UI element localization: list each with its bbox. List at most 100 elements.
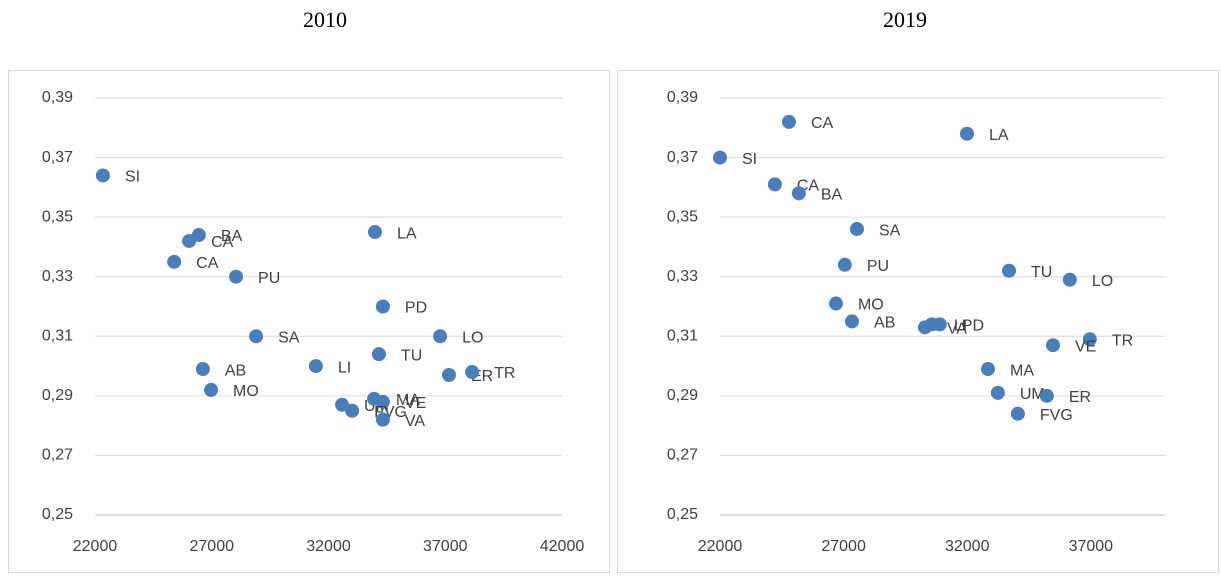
y-tick-label: 0,27 (667, 447, 698, 464)
y-tick-label: 0,39 (667, 89, 698, 106)
point-label: BA (821, 187, 843, 204)
y-tick-label: 0,29 (667, 387, 698, 404)
point (990, 385, 1005, 400)
point (713, 150, 727, 165)
point (308, 359, 323, 374)
point (1039, 388, 1054, 403)
point (1046, 338, 1061, 353)
point-label: VE (405, 395, 426, 412)
point-label: FVG (1040, 407, 1073, 424)
point (1002, 263, 1017, 278)
y-tick-label: 0,35 (42, 208, 73, 225)
y-tick-label: 0,35 (667, 208, 698, 225)
point-label: TU (1031, 264, 1052, 281)
point-label: VA (405, 413, 425, 430)
point (371, 347, 386, 362)
point (182, 233, 197, 248)
y-tick-label: 0,37 (42, 149, 73, 166)
chart-frame (617, 70, 1219, 573)
y-tick-label: 0,27 (42, 447, 73, 464)
x-tick-label: 37000 (423, 538, 468, 555)
point (95, 168, 110, 183)
point-label: CA (211, 234, 234, 251)
point-label: MO (858, 297, 884, 314)
chart-title: 2010 (303, 7, 347, 32)
point-label: VA (947, 321, 967, 338)
point (375, 412, 390, 427)
x-tick-label: 27000 (190, 538, 235, 555)
point (791, 186, 806, 201)
point (465, 365, 480, 380)
point-label: LI (338, 359, 351, 376)
point (1010, 406, 1025, 421)
point-label: ER (1069, 389, 1091, 406)
y-tick-label: 0,33 (667, 268, 698, 285)
x-tick-label: 22000 (73, 538, 118, 555)
point-label: MA (1010, 362, 1034, 379)
y-tick-label: 0,25 (42, 506, 73, 523)
x-tick-label: 22000 (698, 538, 743, 555)
point-label: MA (396, 392, 420, 409)
point-label: TU (401, 347, 422, 364)
chart-frame (8, 70, 610, 573)
y-tick-label: 0,31 (42, 328, 73, 345)
point-label: TR (494, 365, 515, 382)
point-label: SA (278, 330, 300, 347)
point (1082, 332, 1097, 347)
point-label: BA (221, 228, 243, 245)
point (367, 225, 382, 240)
point (1062, 272, 1077, 287)
point (845, 314, 860, 329)
point (932, 317, 947, 332)
y-tick-label: 0,39 (42, 89, 73, 106)
point-label: CA (196, 255, 219, 272)
point-label: VE (1075, 338, 1096, 355)
point-label: UM (1020, 386, 1045, 403)
y-tick-label: 0,33 (42, 268, 73, 285)
point (195, 362, 210, 377)
point (204, 382, 219, 397)
point-label: PD (405, 300, 427, 317)
point-label: LO (1092, 273, 1113, 290)
point-label: AB (225, 362, 246, 379)
point (837, 257, 852, 272)
x-tick-label: 37000 (1069, 538, 1114, 555)
point (828, 296, 843, 311)
point (375, 394, 390, 409)
y-tick-label: 0,25 (667, 506, 698, 523)
point-label: PU (258, 270, 280, 287)
point-label: LA (397, 225, 417, 242)
x-tick-label: 42000 (540, 538, 585, 555)
x-tick-label: 32000 (945, 538, 990, 555)
point (433, 329, 448, 344)
chart-title: 2019 (883, 7, 927, 32)
y-tick-label: 0,29 (42, 387, 73, 404)
point-label: LI (954, 318, 967, 335)
point-label: SA (879, 222, 901, 239)
point (781, 114, 796, 129)
point-label: AB (874, 315, 895, 332)
x-tick-label: 27000 (821, 538, 866, 555)
x-tick-label: 32000 (306, 538, 351, 555)
point (849, 222, 864, 237)
y-tick-label: 0,31 (667, 328, 698, 345)
point (167, 254, 182, 269)
point (375, 299, 390, 314)
point-label: PU (867, 258, 889, 275)
point-label: SI (742, 151, 757, 168)
point-label: SI (125, 169, 140, 186)
point-label: MO (233, 383, 259, 400)
point-label: CA (811, 115, 834, 132)
point (345, 403, 360, 418)
point (229, 269, 244, 284)
point (959, 126, 974, 141)
point (441, 368, 456, 383)
point-label: TR (1112, 332, 1133, 349)
point (249, 329, 264, 344)
point-label: LA (989, 127, 1009, 144)
point (767, 177, 782, 192)
point-label: LO (462, 330, 483, 347)
y-tick-label: 0,37 (667, 149, 698, 166)
point (980, 362, 995, 377)
